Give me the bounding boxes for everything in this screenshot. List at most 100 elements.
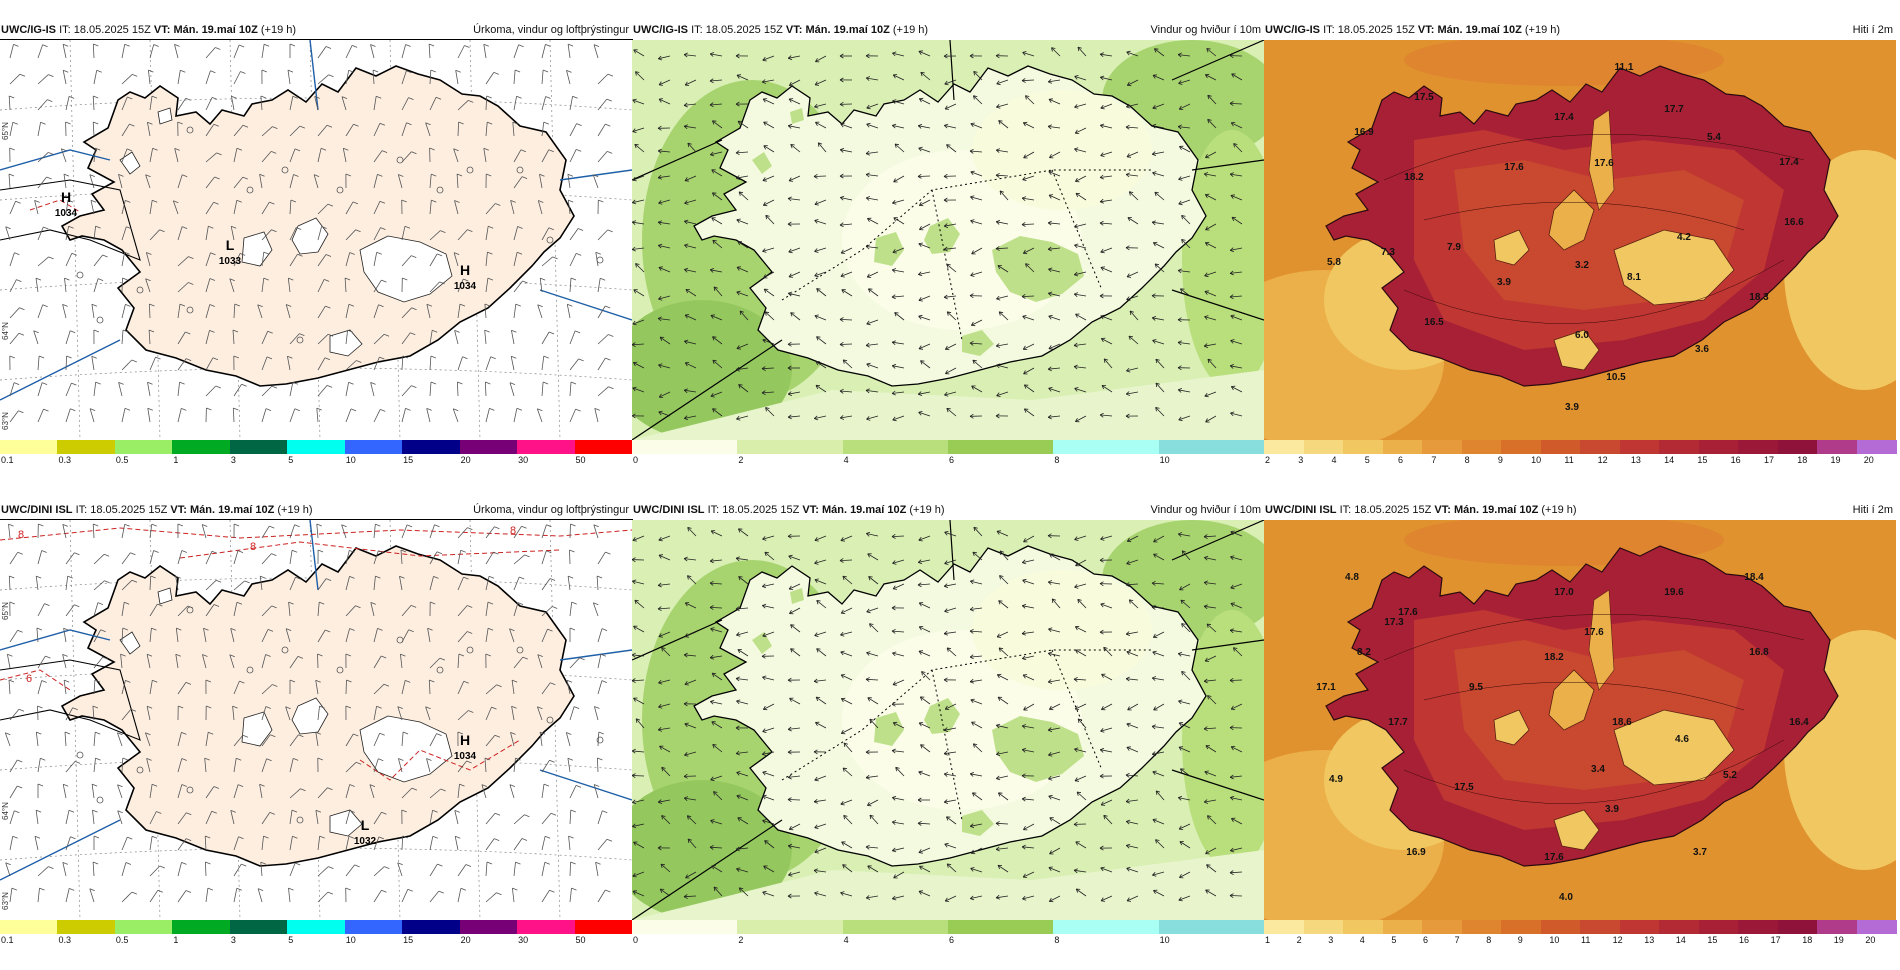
colorbar-tick-label: 18	[1802, 934, 1812, 946]
colorbar-swatch	[517, 440, 575, 454]
svg-text:L: L	[226, 237, 235, 253]
temperature-label: 16.5	[1424, 317, 1444, 328]
svg-text:H: H	[460, 262, 470, 278]
temperature-label: 17.4	[1779, 157, 1799, 168]
panel-header: UWC/IG-IS IT: 18.05.2025 15Z VT: Mán. 19…	[632, 20, 1264, 40]
colorbar-tick-label: 16	[1739, 934, 1749, 946]
temperature-label: 10.5	[1606, 372, 1626, 383]
temperature-label: 16.8	[1749, 647, 1769, 658]
latitude-label: 64°N	[1, 322, 10, 340]
colorbar-swatch	[1343, 920, 1383, 934]
colorbar-tick-label: 7	[1431, 454, 1436, 466]
colorbar-swatch	[1778, 920, 1818, 934]
init-time: 18.05.2025 15Z	[74, 24, 151, 36]
isotherm-label: 8	[510, 525, 516, 537]
colorbar-swatch	[172, 440, 230, 454]
colorbar-tick-label: 8	[1486, 934, 1491, 946]
colorbar-tick-label: 15	[1707, 934, 1717, 946]
colorbar-swatch	[1501, 920, 1541, 934]
colorbar-swatch	[402, 920, 460, 934]
colorbar-swatch	[1541, 440, 1581, 454]
colorbar-swatch	[57, 920, 115, 934]
colorbar-swatch	[948, 440, 1054, 454]
colorbar-tick-label: 1	[1265, 934, 1270, 946]
temperature-label: 18.2	[1544, 652, 1564, 663]
colorbar-tick-label: 8	[1465, 454, 1470, 466]
colorbar-tick-label: 15	[403, 934, 413, 946]
colorbar-swatch	[517, 920, 575, 934]
temperature-label: 4.9	[1329, 774, 1343, 785]
model-name: UWC/DINI ISL	[633, 504, 705, 516]
colorbar-tick-label: 10	[346, 934, 356, 946]
colorbar-tick-label: 9	[1518, 934, 1523, 946]
lead-time: (+19 h)	[909, 504, 944, 516]
colorbar-tick-label: 6	[949, 454, 954, 466]
colorbar-tick-label: 7	[1455, 934, 1460, 946]
colorbar-swatch	[1857, 440, 1897, 454]
temperature-label: 6.0	[1575, 330, 1589, 341]
colorbar-swatch	[1264, 920, 1304, 934]
colorbar-swatch	[1778, 440, 1818, 454]
colorbar-tick-label: 5	[288, 454, 293, 466]
colorbar-tick-label: 3	[1328, 934, 1333, 946]
colorbar-swatch	[1159, 920, 1265, 934]
colorbar-swatch	[1462, 920, 1502, 934]
colorbar-tick-label: 20	[461, 454, 471, 466]
temperature-label: 5.4	[1707, 132, 1721, 143]
temperature-label: 18.2	[1404, 172, 1424, 183]
svg-text:1034: 1034	[55, 208, 78, 219]
temperature-label: 17.3	[1384, 617, 1404, 628]
temperature-label: 3.7	[1693, 847, 1707, 858]
wind-map-svg	[632, 520, 1264, 920]
colorbar-tick-label: 1	[173, 934, 178, 946]
temperature-label: 4.2	[1677, 232, 1691, 243]
colorbar-tick-label: 12	[1598, 454, 1608, 466]
colorbar-tick-label: 4	[844, 454, 849, 466]
temperature-label: 18.6	[1612, 717, 1632, 728]
colorbar-swatch	[1857, 920, 1897, 934]
colorbar-swatch	[1620, 440, 1660, 454]
init-time: 18.05.2025 15Z	[1354, 504, 1431, 516]
valid-time: Mán. 19.maí 10Z	[805, 24, 889, 36]
colorbar-swatch	[230, 920, 288, 934]
colorbar-swatch	[1620, 920, 1660, 934]
colorbar-tick-label: 8	[1054, 934, 1059, 946]
temperature-label: 8.1	[1627, 272, 1641, 283]
temperature-label: 17.5	[1454, 782, 1474, 793]
valid-time: Mán. 19.maí 10Z	[173, 24, 257, 36]
svg-text:H: H	[61, 189, 71, 205]
colorbar-swatch	[1738, 440, 1778, 454]
colorbar-swatch	[1699, 920, 1739, 934]
colorbar-tick-label: 0.1	[1, 454, 14, 466]
valid-time: Mán. 19.maí 10Z	[822, 504, 906, 516]
colorbar-tick-label: 4	[1360, 934, 1365, 946]
colorbar-tick-label: 13	[1631, 454, 1641, 466]
colorbar-tick-label: 12	[1613, 934, 1623, 946]
colorbar-tick-label: 10	[346, 454, 356, 466]
latitude-label: 64°N	[1, 802, 10, 820]
panel-title: Hiti í 2m	[1853, 20, 1893, 40]
temperature-label: 18.4	[1744, 572, 1764, 583]
panel-title: Hiti í 2m	[1853, 500, 1893, 520]
temperature-label: 3.2	[1575, 260, 1589, 271]
colorbar-tick-label: 50	[576, 934, 586, 946]
colorbar-tick-label: 0.5	[116, 454, 129, 466]
lead-time: (+19 h)	[277, 504, 312, 516]
panel-header: UWC/DINI ISL IT: 18.05.2025 15Z VT: Mán.…	[1264, 500, 1896, 520]
colorbar-tick-label: 6	[1398, 454, 1403, 466]
temperature-label: 4.8	[1345, 572, 1359, 583]
model-name: UWC/IG-IS	[1, 24, 56, 36]
colorbar-swatch	[843, 920, 949, 934]
latitude-label: 65°N	[1, 602, 10, 620]
colorbar-swatch	[115, 440, 173, 454]
colorbar-swatch	[345, 440, 403, 454]
temperature-label: 17.7	[1388, 717, 1408, 728]
colorbar-swatch	[1343, 440, 1383, 454]
colorbar-tick-label: 0	[633, 934, 638, 946]
colorbar-tick-label: 6	[949, 934, 954, 946]
